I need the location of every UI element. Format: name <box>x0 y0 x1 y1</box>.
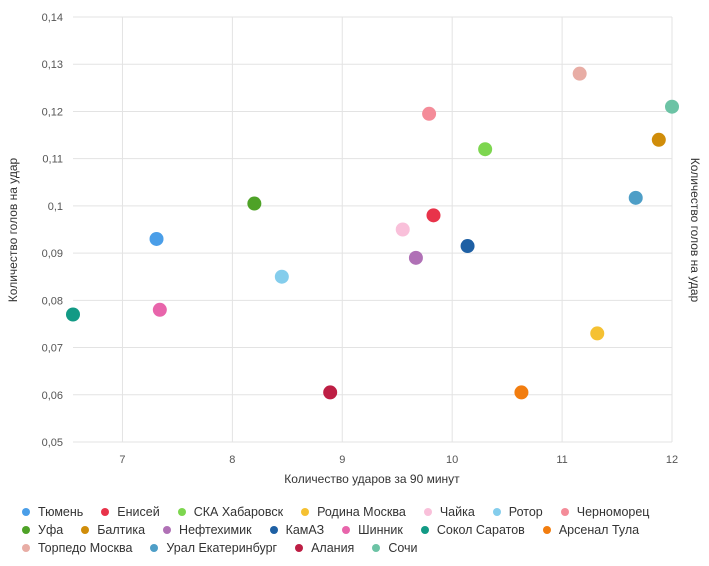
data-point[interactable]: Уфа <box>247 196 262 211</box>
legend-marker-icon <box>492 508 501 516</box>
data-point[interactable]: Чайка <box>395 222 410 237</box>
legend-marker-icon <box>542 526 551 534</box>
legend-label: Черноморец <box>576 505 650 519</box>
data-point[interactable]: Сокол Саратов <box>66 307 80 322</box>
legend-item[interactable]: СКА Хабаровск <box>177 503 284 521</box>
legend-label: Балтика <box>97 523 146 537</box>
x-tick-label: 8 <box>229 454 235 466</box>
data-point[interactable]: Сочи <box>665 99 679 114</box>
legend-label: Тюмень <box>38 505 84 519</box>
legend-item[interactable]: Родина Москва <box>301 503 406 521</box>
y-tick-label: 0,06 <box>42 390 63 402</box>
x-tick-label: 11 <box>556 454 567 466</box>
grid <box>73 16 673 443</box>
legend-marker-icon <box>22 508 30 516</box>
legend-item[interactable]: Алания <box>295 539 354 557</box>
x-axis-title: Количество ударов за 90 минут <box>284 472 460 486</box>
legend-item[interactable]: Шинник <box>342 521 403 539</box>
y-tick-label: 0,07 <box>42 343 63 355</box>
legend-item[interactable]: Нефтехимик <box>163 521 252 539</box>
legend-item[interactable]: Чайка <box>423 503 475 521</box>
data-point[interactable]: Торпедо Москва <box>572 66 587 81</box>
legend-item[interactable]: Енисей <box>101 503 160 521</box>
legend-marker-icon <box>177 508 186 516</box>
legend-label: Сочи <box>388 541 418 555</box>
y-tick-label: 0,14 <box>42 12 63 24</box>
legend-label: Родина Москва <box>317 505 406 519</box>
y-axis-title-right: Количество голов на удар <box>688 158 702 303</box>
legend-item[interactable]: Тюмень <box>22 503 83 521</box>
legend: Тюмень Енисей СКА Хабаровск Родина Москва Ча… <box>22 503 702 557</box>
scatter-chart: 0,05 0,06 0,07 0,08 0,09 0,1 0,11 0,12 0,13 0,14 7… <box>6 12 702 486</box>
legend-label: Алания <box>311 541 355 555</box>
legend-label: Чайка <box>439 505 475 519</box>
legend-marker-icon <box>420 526 429 534</box>
legend-item[interactable]: Ротор <box>492 503 543 521</box>
y-tick-label: 0,12 <box>42 106 63 118</box>
legend-item[interactable]: Арсенал Тула <box>542 521 640 539</box>
legend-item[interactable]: Уфа <box>22 521 63 539</box>
legend-item[interactable]: КамАЗ <box>269 521 325 539</box>
legend-marker-icon <box>269 526 278 534</box>
data-point[interactable]: Урал Екатеринбург <box>628 190 643 205</box>
legend-label: Ротор <box>508 505 543 519</box>
legend-item[interactable]: Черноморец <box>560 503 650 521</box>
legend-item[interactable]: Торпедо Москва <box>22 539 132 557</box>
data-point[interactable]: Енисей <box>426 208 441 223</box>
x-tick-label: 12 <box>666 454 678 466</box>
y-axis-title: Количество голов на удар <box>6 157 20 302</box>
x-tick-label: 10 <box>446 454 458 466</box>
legend-label: Уфа <box>38 523 64 537</box>
data-point[interactable]: Шинник <box>152 302 167 317</box>
legend-item[interactable]: Сочи <box>372 539 418 557</box>
data-point[interactable]: Ротор <box>274 269 289 284</box>
legend-marker-icon <box>81 526 90 534</box>
legend-label: Шинник <box>358 523 403 537</box>
legend-item[interactable]: Урал Екатеринбург <box>150 539 277 557</box>
legend-label: Енисей <box>117 505 160 519</box>
legend-marker-icon <box>301 508 310 516</box>
legend-label: Арсенал Тула <box>558 523 640 537</box>
legend-marker-icon <box>342 526 351 534</box>
data-point[interactable]: Нефтехимик <box>408 250 423 265</box>
legend-marker-icon <box>163 526 172 534</box>
y-tick-label: 0,08 <box>42 295 63 307</box>
legend-label: Нефтехимик <box>179 523 252 537</box>
data-point[interactable]: Черноморец <box>422 106 437 121</box>
legend-marker-icon <box>372 544 381 552</box>
data-point[interactable]: Арсенал Тула <box>514 385 529 400</box>
y-tick-label: 0,11 <box>42 154 63 166</box>
data-point[interactable]: Родина Москва <box>590 326 605 341</box>
legend-marker-icon <box>423 508 432 516</box>
y-tick-label: 0,13 <box>42 59 63 71</box>
data-point[interactable]: КамАЗ <box>460 239 475 254</box>
legend-marker-icon <box>295 544 304 552</box>
y-tick-label: 0,09 <box>42 248 63 260</box>
legend-marker-icon <box>101 508 110 516</box>
legend-label: Торпедо Москва <box>38 541 133 555</box>
legend-marker-icon <box>560 508 569 516</box>
legend-label: СКА Хабаровск <box>193 505 284 519</box>
data-point[interactable]: Алания <box>323 385 338 400</box>
y-tick-label: 0,1 <box>48 201 63 213</box>
y-tick-label: 0,05 <box>42 437 63 449</box>
data-point[interactable]: Тюмень <box>149 231 164 246</box>
legend-item[interactable]: Сокол Саратов <box>420 521 525 539</box>
axes: 0,05 0,06 0,07 0,08 0,09 0,1 0,11 0,12 0,13 0,14 7… <box>42 12 679 466</box>
legend-label: Урал Екатеринбург <box>166 541 278 555</box>
legend-item[interactable]: Балтика <box>81 521 145 539</box>
x-tick-label: 7 <box>119 454 125 466</box>
legend-marker-icon <box>22 544 30 552</box>
legend-marker-icon <box>150 544 159 552</box>
data-point[interactable]: Балтика <box>651 132 666 147</box>
legend-label: Сокол Саратов <box>436 523 525 537</box>
legend-marker-icon <box>22 526 30 534</box>
x-tick-label: 9 <box>339 454 345 466</box>
data-point[interactable]: СКА Хабаровск <box>478 142 493 157</box>
data-points: Тюмень Енисей СКА Хабаровск Родина Москва Ча… <box>66 66 679 400</box>
legend-label: КамАЗ <box>285 523 325 537</box>
